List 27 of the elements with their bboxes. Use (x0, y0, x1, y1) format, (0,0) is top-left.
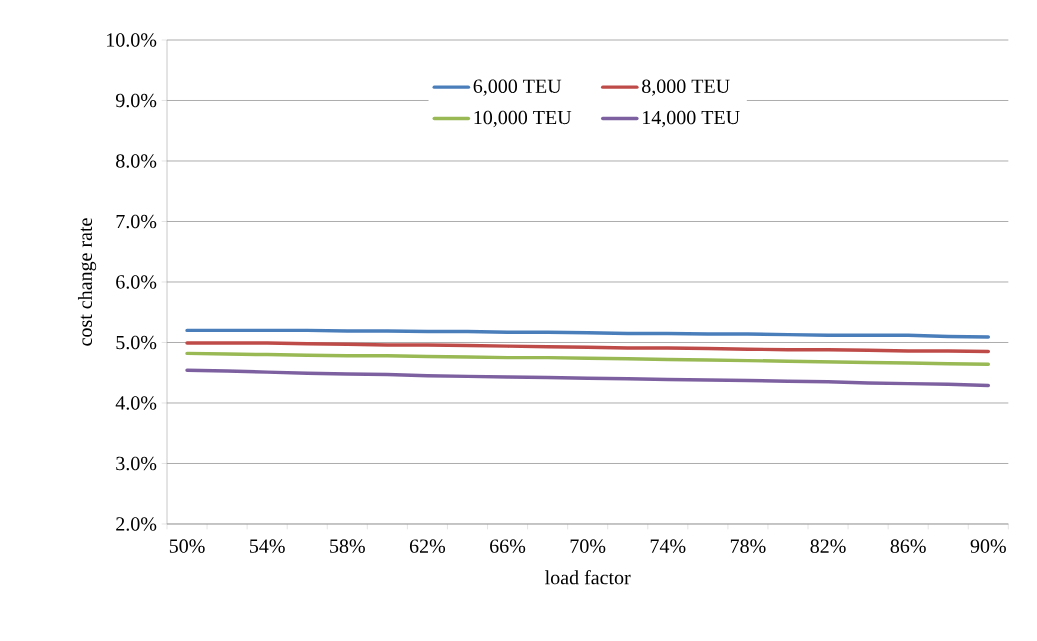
y-tick-label: 6.0% (116, 275, 157, 289)
x-tick-label: 78% (730, 539, 766, 553)
x-tick-label: 90% (970, 539, 1006, 553)
y-tick-label: 3.0% (116, 456, 157, 471)
x-tick-label: 66% (490, 539, 526, 553)
x-axis-title: load factor (545, 570, 631, 585)
y-tick-label: 4.0% (115, 396, 157, 410)
x-tick-label: 50% (169, 539, 205, 553)
legend-label: 6,000 TEU (473, 79, 562, 96)
legend-label: 10,000 TEU (474, 110, 572, 128)
y-axis-title: cost change rate (77, 218, 97, 346)
y-tick-label: 10.0% (107, 33, 157, 47)
y-tick-label: 8.0% (116, 154, 157, 168)
x-tick-label: 82% (810, 539, 846, 553)
y-tick-label: 7.0% (116, 214, 157, 229)
x-tick-label: 54% (250, 539, 285, 553)
y-tick-label: 9.0% (115, 93, 157, 108)
legend-label: 8,000 TEU (642, 79, 730, 96)
x-tick-label: 58% (330, 539, 365, 553)
x-tick-label: 86% (890, 539, 926, 553)
line-series (185, 368, 991, 388)
y-tick-label: 2.0% (116, 517, 157, 531)
y-tick-label: 5.0% (116, 335, 157, 350)
legend-label: 14,000 TEU (643, 110, 740, 128)
x-tick-label: 70% (570, 539, 606, 553)
x-tick-label: 74% (650, 539, 686, 553)
x-tick-label: 62% (409, 539, 446, 553)
